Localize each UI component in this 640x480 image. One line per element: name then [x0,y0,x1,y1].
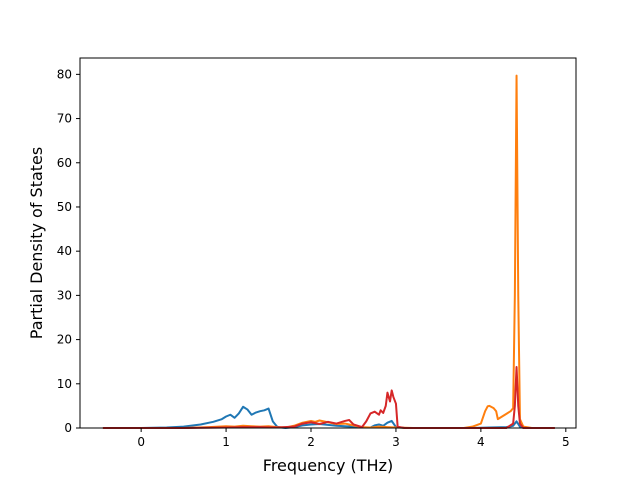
plot-area-frame [79,57,577,429]
y-tick-label: 40 [57,244,72,258]
x-tick-label: 3 [392,435,400,449]
y-tick-label: 70 [57,112,72,126]
y-tick-label: 80 [57,67,72,81]
y-tick-label: 50 [57,200,72,214]
x-tick-label: 2 [307,435,315,449]
x-tick-label: 1 [222,435,230,449]
x-tick-label: 5 [562,435,570,449]
x-tick-label: 4 [477,435,485,449]
x-tick-label: 0 [137,435,145,449]
y-tick-label: 10 [57,377,72,391]
y-tick-label: 0 [64,421,72,435]
y-tick-label: 60 [57,156,72,170]
y-tick-label: 20 [57,333,72,347]
y-axis-ticks: 0 10 20 30 40 50 60 70 80 [57,67,80,435]
x-axis-ticks: 0 1 2 3 4 5 [137,428,570,449]
series-line-2 [102,366,555,429]
y-tick-label: 30 [57,288,72,302]
y-axis-label: Partial Density of States [27,147,46,339]
x-axis-label: Frequency (THz) [263,456,393,475]
